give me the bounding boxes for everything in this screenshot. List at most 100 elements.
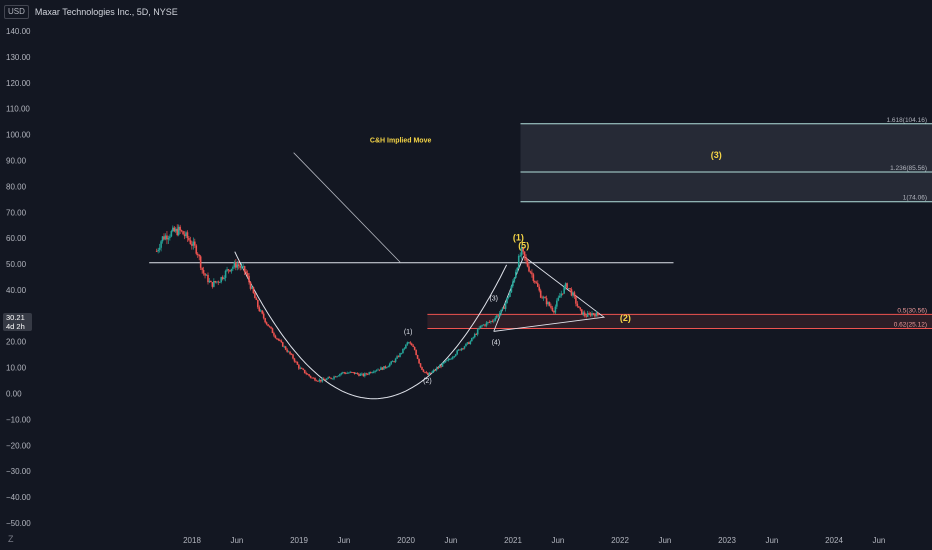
candle-body: [160, 241, 162, 248]
candle-body: [164, 235, 167, 240]
x-tick-label: Jun: [765, 536, 778, 545]
candle-body: [289, 351, 291, 354]
wave-annotation: (2): [423, 378, 432, 385]
candle-body: [207, 274, 209, 283]
candle-body: [405, 344, 407, 349]
candle-body: [387, 366, 390, 368]
candle-body: [230, 268, 233, 272]
candle-body: [441, 362, 444, 367]
candle-body: [214, 281, 217, 283]
candle-body: [365, 373, 368, 375]
candle-body: [174, 228, 177, 232]
candle-body: [170, 231, 173, 237]
candle-body: [368, 372, 371, 375]
candle-body: [274, 335, 277, 339]
candle-body: [545, 298, 548, 305]
candle-body: [158, 247, 161, 250]
candle-body: [372, 371, 375, 373]
candle-body: [193, 241, 196, 246]
candle-body: [346, 372, 349, 374]
candle-body: [478, 328, 480, 330]
candle-body: [583, 312, 586, 316]
candle-body: [579, 307, 582, 310]
candle-body: [544, 297, 546, 299]
candle-body: [522, 247, 524, 252]
candle-body: [541, 297, 543, 299]
candle-body: [503, 307, 505, 309]
candle-body: [429, 372, 432, 374]
candle-body: [378, 369, 381, 371]
candle-body: [564, 283, 567, 287]
candle-body: [450, 358, 453, 360]
currency-button[interactable]: USD: [4, 5, 29, 19]
candle-body: [318, 379, 321, 382]
fib-level-label: 1.618(104.16): [887, 117, 927, 124]
y-tick-label: 60.00: [6, 234, 27, 243]
candle-body: [283, 346, 286, 348]
candle-body: [578, 306, 580, 308]
candle-body: [308, 374, 310, 376]
candle-body: [526, 260, 529, 267]
candle-body: [501, 307, 504, 310]
candle-body: [528, 266, 530, 272]
candle-body: [567, 288, 570, 289]
candle-body: [407, 342, 410, 344]
candle-body: [161, 236, 164, 242]
candle-body: [343, 372, 346, 374]
candle-body: [284, 346, 287, 350]
zoom-icon[interactable]: Z: [8, 534, 14, 544]
y-tick-label: 40.00: [6, 286, 27, 295]
candle-body: [497, 315, 500, 317]
candle-body: [548, 302, 551, 306]
candle-body: [391, 361, 394, 363]
fib-level-label: 1.236(85.56): [890, 165, 927, 172]
y-tick-label: 70.00: [6, 208, 27, 217]
candle-body: [507, 296, 510, 298]
candle-body: [196, 253, 199, 255]
candle-body: [305, 373, 307, 374]
candle-body: [498, 313, 501, 317]
candle-body: [421, 366, 423, 370]
candle-body: [479, 325, 482, 329]
candle-body: [176, 228, 179, 236]
candle-body: [317, 380, 319, 382]
fib-level-label: 1(74.06): [903, 195, 927, 202]
candle-body: [215, 281, 218, 283]
candle-body: [519, 255, 521, 257]
candle-body: [235, 262, 237, 268]
candle-body: [251, 287, 253, 289]
candle-body: [517, 255, 520, 268]
candle-body: [484, 324, 486, 326]
candle-body: [557, 297, 560, 301]
candle-body: [229, 270, 231, 272]
candle-body: [402, 348, 404, 354]
candle-body: [542, 297, 545, 299]
candle-body: [558, 295, 561, 298]
candle-body: [325, 378, 328, 380]
candle-body: [315, 380, 318, 382]
x-tick-label: Jun: [230, 536, 243, 545]
candle-body: [210, 280, 212, 283]
candle-body: [531, 272, 533, 275]
x-tick-label: Jun: [872, 536, 885, 545]
candle-body: [227, 269, 230, 271]
candle-body: [447, 359, 450, 361]
candle-body: [298, 364, 300, 369]
candle-body: [361, 373, 363, 375]
bar-countdown: 4d 2h: [6, 322, 25, 331]
candle-body: [485, 322, 488, 326]
candle-body: [183, 234, 186, 237]
last-price-tag: 30.21 4d 2h: [3, 313, 32, 331]
candle-body: [233, 262, 236, 267]
symbol-title[interactable]: Maxar Technologies Inc., 5D, NYSE: [34, 7, 178, 17]
candle-body: [466, 342, 469, 344]
candle-body: [419, 363, 422, 367]
candle-body: [510, 286, 513, 293]
candle-body: [236, 264, 239, 268]
candle-body: [488, 321, 491, 323]
candle-body: [270, 326, 272, 329]
candle-body: [240, 266, 243, 268]
candle-body: [422, 369, 425, 372]
candle-body: [259, 310, 262, 312]
